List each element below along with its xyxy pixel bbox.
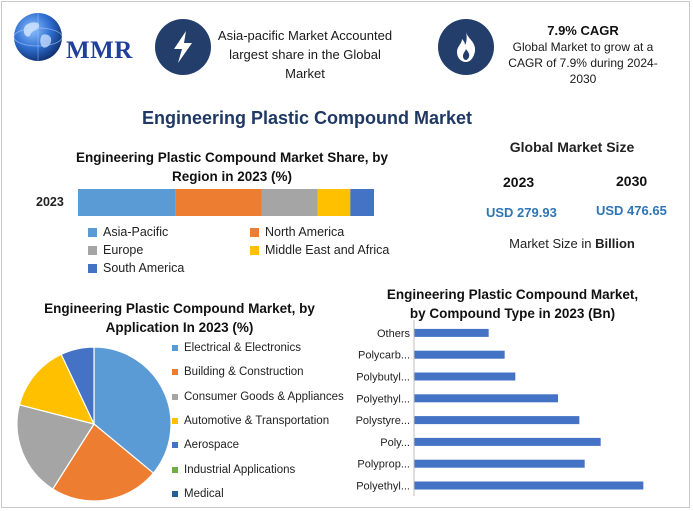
legend-label: Building & Construction (184, 366, 304, 379)
compound-bar-others (414, 328, 489, 337)
region-bar-segment-south-america (350, 189, 374, 216)
compound-tick-label: Others (377, 328, 411, 340)
pie-slice-electrical-electronics (93, 346, 172, 474)
compound-bar-polyethyl (414, 481, 644, 490)
application-legend: Electrical & Electronics Building & Const… (172, 336, 357, 506)
compound-tick-label: Poly... (380, 437, 410, 449)
region-legend-item: Asia-Pacific (88, 225, 168, 239)
compound-bar-polybutyl (414, 372, 516, 381)
legend-swatch (250, 227, 259, 237)
market-size-note: Market Size in Billion (482, 236, 662, 251)
application-chart-title: Engineering Plastic Compound Market, by … (44, 301, 315, 335)
year-2030-label: 2030 (616, 173, 648, 189)
compound-tick-label: Polyethyl... (356, 393, 410, 405)
region-legend-item: Middle East and Africa (250, 243, 389, 257)
legend-swatch (88, 263, 97, 273)
legend-swatch (172, 345, 178, 352)
legend-swatch (172, 466, 178, 473)
region-stacked-bar (78, 189, 374, 216)
pie-slice-automotive-transportation (18, 353, 96, 425)
application-pie-chart (16, 346, 172, 502)
application-legend-item: Electrical & Electronics (172, 336, 357, 360)
compound-chart-title: Engineering Plastic Compound Market, by … (386, 287, 639, 321)
lightning-bolt-icon (155, 19, 211, 75)
compound-tick-label: Polyprop... (357, 459, 410, 471)
compound-bar-polyethyl (414, 394, 558, 403)
value-2030: USD 476.65 (596, 203, 667, 218)
legend-swatch (172, 490, 178, 497)
pie-slice-aerospace (60, 346, 95, 425)
brand-logo: MMR (12, 11, 142, 65)
cagr-title: 7.9% CAGR (547, 23, 619, 38)
application-legend-item: Industrial Applications (172, 457, 357, 481)
legend-label: Consumer Goods & Appliances (184, 390, 344, 403)
region-legend-item: Europe (88, 243, 143, 257)
application-legend-item: Consumer Goods & Appliances (172, 385, 357, 409)
compound-tick-label: Polycarb... (358, 350, 410, 362)
legend-swatch (172, 369, 178, 376)
year-2023-label: 2023 (503, 174, 535, 190)
legend-swatch (172, 442, 178, 449)
highlight-cagr: 7.9% CAGR Global Market to grow at a CAG… (498, 23, 668, 87)
compound-tick-label: Polystyre... (356, 415, 410, 427)
region-category-label: 2023 (36, 195, 64, 209)
compound-bar-poly (414, 437, 601, 446)
compound-tick-label: Polyethyl... (356, 481, 410, 493)
legend-swatch (172, 393, 178, 400)
legend-label: Automotive & Transportation (184, 415, 330, 428)
region-bar-segment-middle-east-and-africa (317, 189, 351, 216)
pie-slice-consumer-goods-appliances (16, 404, 95, 490)
legend-swatch (250, 245, 259, 255)
application-legend-item: Building & Construction (172, 360, 357, 384)
highlight-region-text: Asia-pacific Market Accounted largest sh… (217, 28, 393, 81)
region-legend-item: South America (88, 261, 184, 275)
pie-slice-building-construction (51, 423, 155, 502)
compound-bar-polycarb (414, 350, 505, 359)
region-legend-item: North America (250, 225, 344, 239)
global-size-title: Global Market Size (509, 139, 635, 155)
legend-swatch (172, 418, 178, 425)
value-2023: USD 279.93 (486, 205, 557, 220)
legend-label: South America (103, 261, 185, 275)
legend-label: Medical (184, 487, 224, 500)
flame-icon (438, 19, 494, 75)
legend-label: Electrical & Electronics (184, 342, 301, 355)
region-chart-title: Engineering Plastic Compound Market Shar… (75, 150, 389, 184)
note-prefix: Market Size in (509, 236, 596, 251)
compound-tick-label: Polybutyl... (356, 372, 410, 384)
legend-label: Asia-Pacific (103, 225, 169, 239)
legend-swatch (88, 245, 97, 255)
compound-bar-chart: Others Polycarb... Polybutyl... Polyethyl..… (356, 320, 644, 496)
compound-bar-polystyre (414, 416, 580, 425)
region-bar-segment-asia-pacific (78, 189, 176, 216)
region-bar-segment-europe (261, 189, 318, 216)
note-unit: Billion (595, 236, 635, 251)
legend-label: Industrial Applications (184, 463, 296, 476)
application-legend-item: Automotive & Transportation (172, 409, 357, 433)
logo-text: MMR (66, 37, 133, 64)
legend-swatch (88, 227, 97, 237)
legend-label: Europe (103, 243, 144, 257)
application-legend-item: Aerospace (172, 433, 357, 457)
legend-label: Middle East and Africa (265, 243, 390, 257)
region-bar-segment-north-america (175, 189, 262, 216)
legend-label: Aerospace (184, 439, 239, 452)
legend-label: North America (265, 225, 345, 239)
application-legend-item: Medical (172, 482, 357, 506)
globe-icon (13, 13, 63, 61)
compound-bar-polyprop (414, 459, 585, 468)
cagr-text: Global Market to grow at a CAGR of 7.9% … (508, 40, 658, 86)
main-title: Engineering Plastic Compound Market (141, 108, 473, 128)
